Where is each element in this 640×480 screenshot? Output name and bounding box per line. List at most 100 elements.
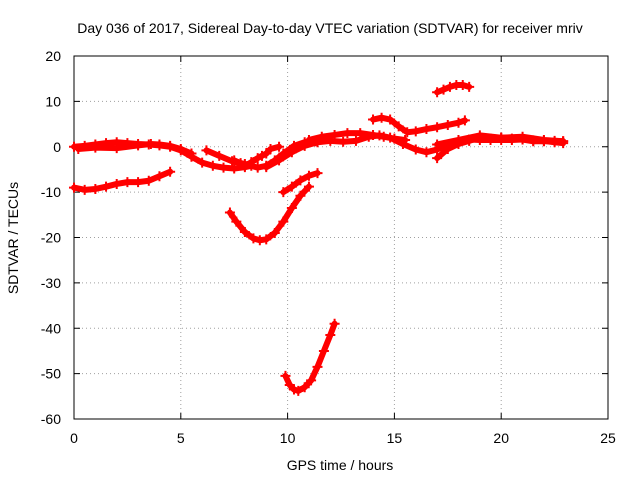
- data-point-plus: [432, 153, 443, 164]
- data-point-plus: [274, 141, 285, 152]
- data-point-plus: [464, 81, 475, 92]
- data-point-plus: [442, 119, 453, 130]
- series-track-14: [280, 318, 340, 396]
- data-point-plus: [145, 139, 156, 150]
- data-point-plus: [453, 134, 464, 145]
- y-tick-label: -60: [41, 411, 61, 427]
- data-point-plus: [410, 126, 421, 137]
- data-point-plus: [111, 143, 122, 154]
- x-tick-label: 10: [280, 430, 296, 446]
- data-point-plus: [133, 177, 144, 188]
- data-point-plus: [252, 162, 263, 173]
- x-axis-label: GPS time / hours: [287, 457, 394, 473]
- data-point-plus: [312, 361, 323, 372]
- data-point-plus: [438, 84, 449, 95]
- data-point-plus: [432, 87, 443, 98]
- data-point-plus: [101, 181, 112, 192]
- series-track-9: [432, 80, 475, 98]
- data-point-plus: [239, 160, 250, 171]
- data-point-plus: [342, 128, 353, 139]
- data-point-plus: [303, 134, 314, 145]
- data-point-plus: [224, 207, 235, 218]
- data-point-plus: [286, 203, 297, 214]
- data-point-plus: [538, 134, 549, 145]
- y-tick-label: 20: [45, 48, 61, 64]
- data-point-plus: [432, 139, 443, 150]
- data-point-plus: [389, 133, 400, 144]
- data-point-plus: [355, 128, 366, 139]
- series-track-11: [432, 130, 569, 150]
- data-point-plus: [378, 131, 389, 142]
- data-point-plus: [274, 155, 285, 166]
- y-tick-label: -40: [41, 320, 61, 336]
- series-line: [282, 320, 338, 394]
- data-point-plus: [201, 145, 212, 156]
- data-point-plus: [261, 162, 272, 173]
- y-axis-label: SDTVAR / TECUs: [5, 182, 21, 294]
- data-point-plus: [442, 144, 453, 155]
- y-tick-label: -10: [41, 184, 61, 200]
- data-point-plus: [385, 114, 396, 125]
- data-point-plus: [261, 234, 272, 245]
- data-point-plus: [280, 370, 291, 381]
- data-point-plus: [79, 184, 90, 195]
- data-point-plus: [303, 170, 314, 181]
- series-track-12: [224, 181, 314, 246]
- y-tick-label: -30: [41, 275, 61, 291]
- y-tick-label: -50: [41, 366, 61, 382]
- data-point-plus: [122, 177, 133, 188]
- data-point-plus: [165, 166, 176, 177]
- x-tick-label: 25: [600, 430, 616, 446]
- y-tick-label: 10: [45, 93, 61, 109]
- data-point-plus: [165, 140, 176, 151]
- series-track-5: [229, 141, 285, 171]
- data-point-plus: [133, 140, 144, 151]
- data-point-plus: [111, 178, 122, 189]
- data-point-plus: [286, 147, 297, 158]
- data-point-plus: [312, 168, 323, 179]
- data-point-plus: [350, 135, 361, 146]
- data-point-plus: [248, 233, 259, 244]
- data-point-plus: [410, 144, 421, 155]
- data-point-plus: [246, 157, 257, 168]
- data-point-plus: [318, 345, 329, 356]
- data-point-plus: [457, 80, 468, 91]
- data-point-plus: [400, 134, 411, 145]
- data-point-plus: [496, 132, 507, 143]
- axis-ticks: [73, 55, 609, 420]
- data-point-plus: [229, 155, 240, 166]
- data-point-plus: [295, 175, 306, 186]
- data-point-plus: [368, 129, 379, 140]
- tick-labels: 0 5 10 15 20 25 -60 -50 -40 -30 -20 -10 0 10 20: [41, 48, 616, 446]
- data-point-plus: [444, 81, 455, 92]
- data-point-plus: [299, 382, 310, 393]
- series-track-8: [368, 112, 470, 138]
- data-point-plus: [459, 115, 470, 126]
- data-point-plus: [90, 142, 101, 153]
- y-tick-label: 0: [53, 139, 61, 155]
- data-point-plus: [421, 124, 432, 135]
- data-point-plus: [517, 131, 528, 142]
- grid-lines: [74, 56, 608, 419]
- data-point-plus: [376, 112, 387, 123]
- data-point-plus: [154, 139, 165, 150]
- series-track-2: [69, 166, 176, 195]
- data-point-plus: [265, 144, 276, 155]
- data-point-plus: [197, 157, 208, 168]
- data-point-plus: [218, 162, 229, 173]
- x-tick-label: 0: [70, 430, 78, 446]
- series-track-3: [73, 139, 197, 159]
- data-point-plus: [69, 182, 79, 193]
- data-point-plus: [143, 175, 154, 186]
- data-point-plus: [269, 227, 280, 238]
- data-point-plus: [286, 181, 297, 192]
- data-point-plus: [73, 144, 84, 155]
- data-point-plus: [295, 190, 306, 201]
- data-point-plus: [453, 117, 464, 128]
- data-point-plus: [402, 127, 413, 138]
- data-point-plus: [474, 130, 485, 141]
- data-point-plus: [231, 216, 242, 227]
- data-point-plus: [325, 330, 336, 341]
- x-tick-label: 5: [177, 430, 185, 446]
